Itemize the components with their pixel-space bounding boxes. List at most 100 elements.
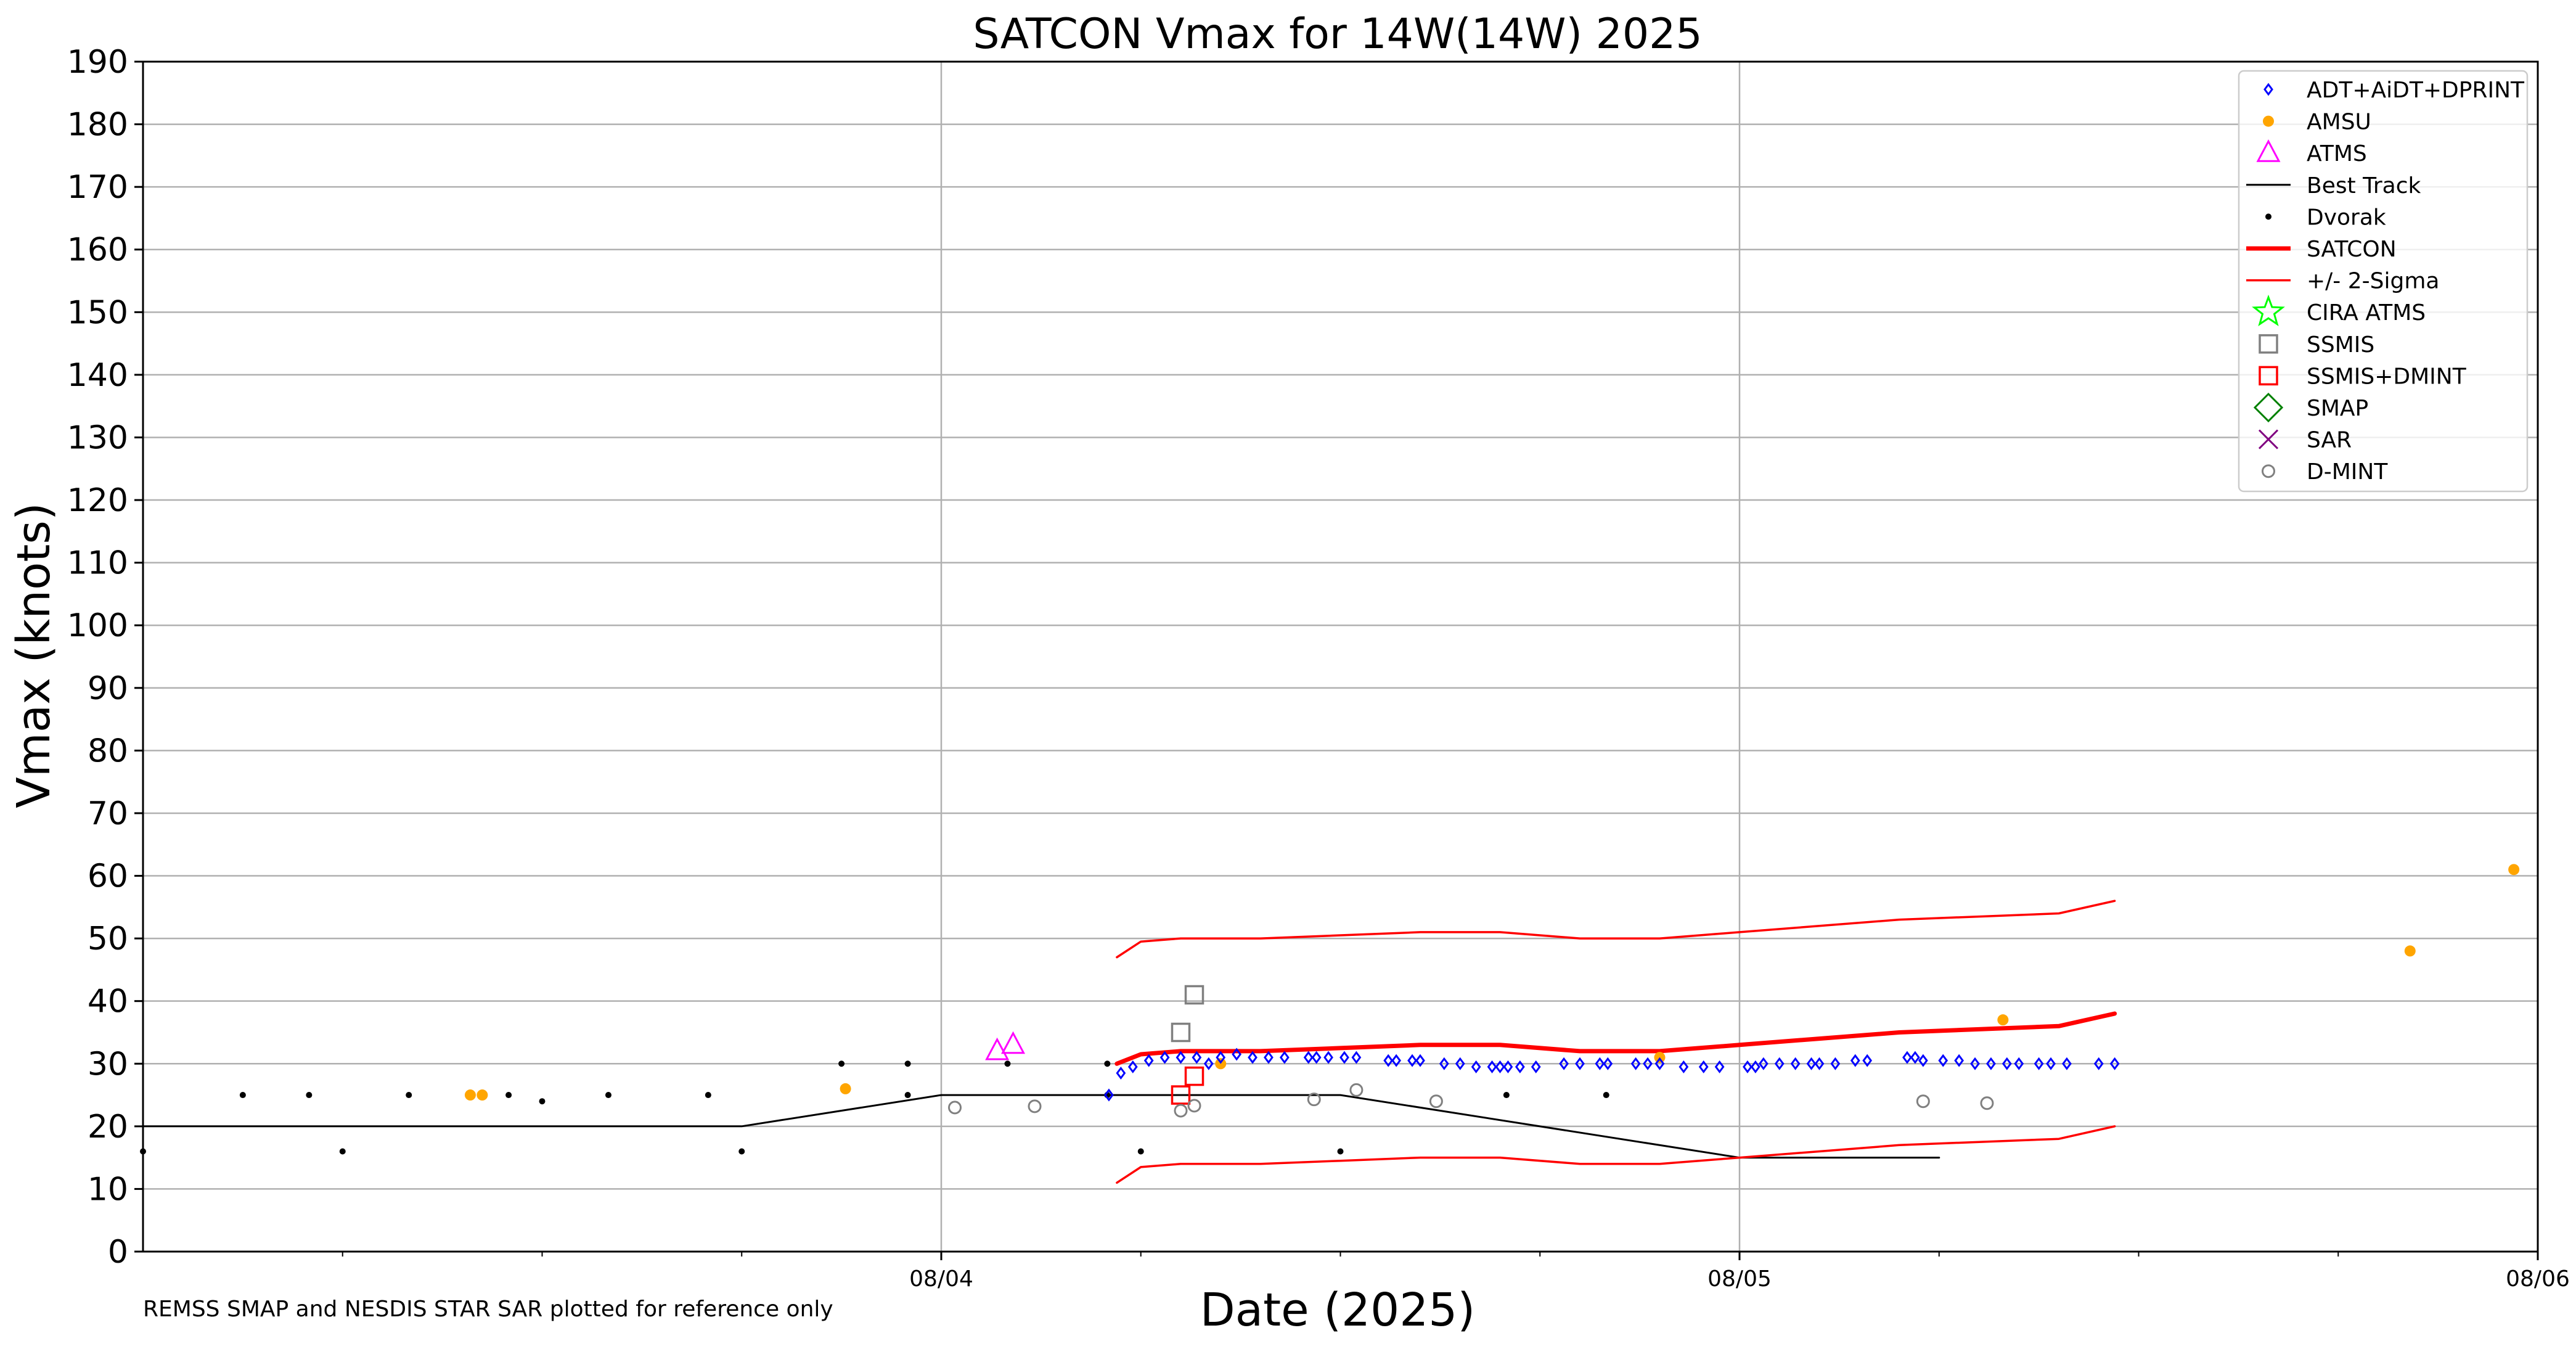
d-mint-point [1980, 1096, 1994, 1110]
adt-aidt-dprint-point [1303, 1051, 1314, 1064]
dvorak-point [1603, 1092, 1609, 1099]
adt-aidt-dprint-point [1339, 1051, 1349, 1064]
ssmis-point [1184, 985, 1204, 1005]
adt-aidt-dprint-point [1323, 1051, 1333, 1064]
y-tick-label: 10 [88, 1171, 128, 1208]
legend-swatch-sar [2258, 429, 2279, 449]
legend-label-dvorak: Dvorak [2307, 205, 2386, 230]
legend-swatch-dvorak [2265, 213, 2271, 220]
y-tick-label: 60 [88, 858, 128, 895]
x-tick-label: 08/04 [909, 1266, 973, 1292]
adt-aidt-dprint-point [1232, 1048, 1242, 1061]
y-tick-label: 110 [67, 545, 128, 582]
adt-aidt-dprint-point [1143, 1054, 1154, 1067]
y-tick-label: 50 [88, 921, 128, 957]
adt-aidt-dprint-point [1910, 1051, 1920, 1064]
x-tick-label: 08/06 [2506, 1266, 2570, 1292]
dvorak-point [738, 1148, 745, 1155]
adt-aidt-dprint-point [1758, 1057, 1768, 1070]
dvorak-point [904, 1092, 911, 1099]
atms-point [985, 1037, 1010, 1060]
adt-aidt-dprint-point [1439, 1057, 1449, 1070]
dvorak-point [705, 1092, 711, 1099]
adt-aidt-dprint-point [1698, 1060, 1709, 1073]
adt-aidt-dprint-point [1902, 1051, 1912, 1064]
adt-aidt-dprint-point [2062, 1057, 2072, 1070]
adt-aidt-dprint-point [1830, 1057, 1841, 1070]
legend-box [2238, 70, 2529, 493]
adt-aidt-dprint-point [1790, 1057, 1801, 1070]
y-tick-label: 130 [67, 419, 128, 456]
dvorak-point [1004, 1060, 1011, 1067]
adt-aidt-dprint-point [1559, 1057, 1569, 1070]
legend-swatch-cira-atms [2252, 294, 2285, 327]
y-tick-label: 20 [88, 1109, 128, 1146]
adt-aidt-dprint-point [1751, 1060, 1760, 1073]
x-axis-ticks: 08/04 08/05 08/06 [341, 1252, 2570, 1292]
dvorak-point [306, 1092, 313, 1099]
adt-aidt-dprint-point [1455, 1057, 1465, 1070]
legend-label-sar: SAR [2307, 428, 2352, 453]
dvorak-point [539, 1098, 546, 1105]
amsu-point [476, 1089, 488, 1101]
legend-swatch-atms [2256, 139, 2281, 162]
legend-label-ssmis-dmint: SSMIS+DMINT [2307, 364, 2467, 389]
adt-aidt-dprint-point [1216, 1051, 1226, 1064]
adt-aidt-dprint-point [1279, 1051, 1290, 1064]
adt-aidt-dprint-point [1654, 1057, 1665, 1070]
y-tick-label: 150 [67, 294, 128, 331]
legend-label-smap: SMAP [2307, 396, 2368, 421]
best-track-line [142, 1094, 1940, 1159]
adt-aidt-dprint-point [1383, 1054, 1394, 1067]
y-axis-ticks: 0 10 20 30 40 50 60 70 80 90 100 110 120 130 140 150 160… [67, 44, 143, 1271]
amsu-point [2508, 864, 2520, 875]
adt-aidt-dprint-point [2046, 1057, 2056, 1070]
d-mint-point [1028, 1099, 1042, 1113]
y-tick-label: 30 [88, 1046, 128, 1083]
adt-aidt-dprint-point [1104, 1088, 1114, 1102]
dvorak-point [605, 1092, 611, 1099]
d-mint-point [1429, 1094, 1443, 1109]
legend-swatch-amsu [2263, 115, 2274, 127]
legend-label-2-sigma: +/- 2-Sigma [2307, 269, 2439, 294]
legend-swatch-adt-aidt-dprint [2263, 83, 2273, 96]
adt-aidt-dprint-point [1918, 1054, 1928, 1067]
adt-aidt-dprint-point [1938, 1054, 1948, 1067]
y-tick-label: 190 [67, 44, 128, 81]
adt-aidt-dprint-point [1814, 1057, 1825, 1070]
amsu-point [2404, 945, 2416, 957]
adt-aidt-dprint-point [1176, 1051, 1186, 1064]
adt-aidt-dprint-point [1714, 1060, 1725, 1073]
adt-aidt-dprint-point [1954, 1054, 1964, 1067]
dvorak-point [1337, 1148, 1344, 1155]
adt-aidt-dprint-point [1850, 1054, 1860, 1067]
amsu-point [840, 1083, 851, 1094]
plot-frame [142, 60, 2539, 1253]
legend-label-ssmis: SSMIS [2307, 332, 2374, 358]
reference-note: REMSS SMAP and NESDIS STAR SAR plotted f… [143, 1297, 833, 1322]
adt-aidt-dprint-point [1415, 1054, 1425, 1067]
adt-aidt-dprint-point [1407, 1054, 1417, 1067]
dvorak-point [505, 1092, 512, 1099]
dvorak-point [904, 1060, 911, 1067]
legend-label-adt-aidt-dprint: ADT+AiDT+DPRINT [2307, 78, 2525, 103]
adt-aidt-dprint-point [2034, 1057, 2044, 1070]
y-tick-label: 70 [88, 795, 128, 832]
amsu-point [464, 1089, 476, 1101]
adt-aidt-dprint-point [1391, 1054, 1402, 1067]
amsu-point [1997, 1014, 2009, 1026]
adt-aidt-dprint-point [1471, 1060, 1481, 1073]
dvorak-point [1104, 1060, 1111, 1067]
dvorak-point [339, 1148, 346, 1155]
legend-label-atms: ATMS [2307, 141, 2367, 166]
y-tick-label: 160 [67, 232, 128, 269]
y-axis-label: Vmax (knots) [7, 502, 60, 808]
legend-swatch-smap [2253, 392, 2284, 423]
legend-swatch-ssmis [2259, 334, 2278, 354]
d-mint-point [948, 1101, 962, 1115]
adt-aidt-dprint-point [1970, 1057, 1980, 1070]
d-mint-point [1187, 1099, 1201, 1113]
plot-area [140, 864, 2520, 1184]
x-marker-stroke [2258, 429, 2279, 449]
adt-aidt-dprint-point [2109, 1057, 2120, 1070]
